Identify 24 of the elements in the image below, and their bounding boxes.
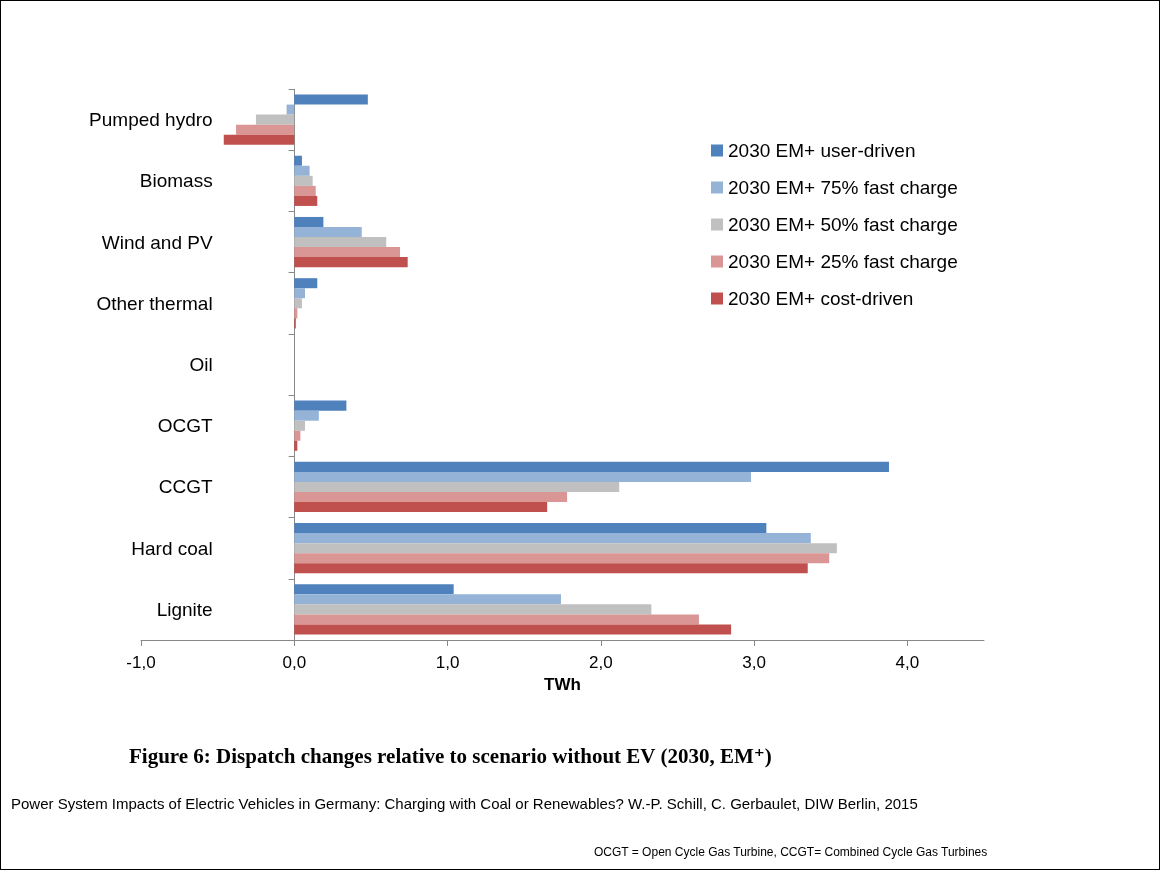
x-tick-label: 1,0 <box>435 653 460 672</box>
y-tick-label: Lignite <box>156 598 213 620</box>
y-tick-label: OCGT <box>157 415 214 437</box>
y-tick-label: Oil <box>189 354 213 375</box>
y-tick-label: Wind and PV <box>101 231 213 253</box>
legend-label: 2030 EM+ cost-driven <box>728 288 914 309</box>
legend-label: 2030 EM+ 75% fast charge <box>728 177 958 198</box>
x-axis-title: TWh <box>544 674 581 694</box>
y-tick-label: Pumped hydro <box>89 109 213 131</box>
x-tick-label: -1,0 <box>126 653 156 672</box>
legend-label: 2030 EM+ 50% fast charge <box>728 214 958 235</box>
y-tick-label: Biomass <box>139 170 213 192</box>
x-tick-label: 2,0 <box>589 653 613 672</box>
y-tick-label: Hard coal <box>131 537 213 559</box>
legend-label: 2030 EM+ 25% fast charge <box>728 251 958 272</box>
x-tick-label: 0,0 <box>282 653 307 672</box>
legend-label: 2030 EM+ user-driven <box>728 140 916 161</box>
x-tick-label: 4,0 <box>895 653 920 672</box>
y-tick-label: CCGT <box>158 476 214 498</box>
x-tick-label: 3,0 <box>742 653 766 672</box>
text: Figure 6: Dispatch changes relative to scenario without EV (2030, EM⁺) <box>129 743 772 768</box>
text: OCGT = Open Cycle Gas Turbine, CCGT= Combined Cycle Gas Turbines <box>594 845 988 859</box>
y-tick-label: Other thermal <box>96 292 213 314</box>
text: Power System Impacts of Electric Vehicles in Germany: Charging with Coal or Renewables? W.-P. Schill, C. Gerbaulet, DIW Berlin, 2015 <box>11 795 918 812</box>
